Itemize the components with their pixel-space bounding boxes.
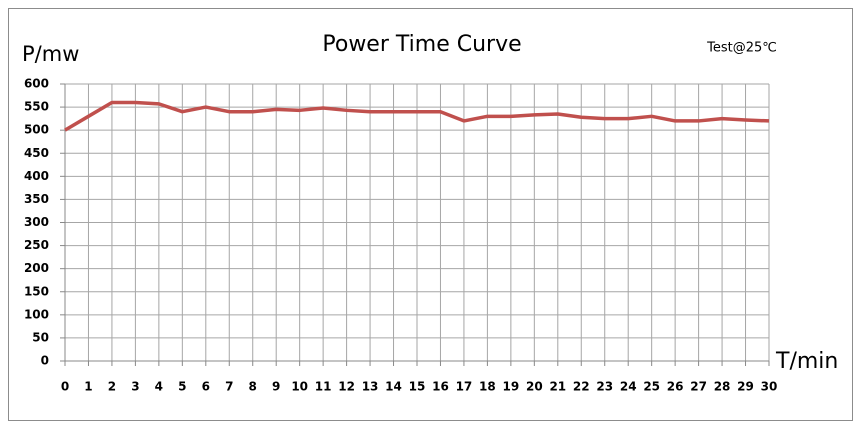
y-tick-label: 500 — [24, 123, 49, 137]
x-tick-label: 20 — [526, 380, 543, 394]
x-tick-label: 16 — [432, 380, 449, 394]
chart-border — [8, 8, 853, 421]
x-tick-label: 9 — [272, 380, 280, 394]
x-tick-label: 6 — [202, 380, 210, 394]
x-tick-label: 26 — [667, 380, 684, 394]
x-tick-label: 22 — [573, 380, 590, 394]
x-tick-label: 3 — [131, 380, 139, 394]
y-tick-label: 550 — [24, 100, 49, 114]
y-tick-label: 350 — [24, 192, 49, 206]
x-tick-label: 17 — [456, 380, 473, 394]
chart-title: Power Time Curve — [322, 32, 521, 57]
x-tick-label: 24 — [620, 380, 637, 394]
data-line — [64, 100, 770, 132]
x-tick-label: 8 — [249, 380, 257, 394]
x-tick-label: 11 — [315, 380, 332, 394]
x-tick-label: 13 — [362, 380, 379, 394]
y-tick-label: 250 — [24, 238, 49, 252]
y-tick-label: 200 — [24, 261, 49, 275]
y-tick-label: 50 — [32, 330, 49, 344]
annotation: Test@25℃ — [706, 41, 777, 56]
x-tick-label: 14 — [385, 380, 402, 394]
x-tick-label: 23 — [596, 380, 613, 394]
x-tick-label: 19 — [503, 380, 520, 394]
x-axis-label: T/min — [775, 349, 838, 374]
x-tick-label: 29 — [737, 380, 754, 394]
y-tick-label: 0 — [41, 354, 49, 368]
y-tick-label: 150 — [24, 284, 49, 298]
y-axis-label: P/mw — [22, 42, 79, 66]
x-tick-label: 2 — [108, 380, 116, 394]
x-tick-label: 10 — [291, 380, 308, 394]
x-tick-label: 5 — [178, 380, 186, 394]
y-tick-label: 100 — [24, 307, 49, 321]
x-tick-label: 25 — [643, 380, 660, 394]
x-tick-label: 15 — [409, 380, 426, 394]
x-tick-label: 18 — [479, 380, 496, 394]
x-tick-label: 0 — [61, 380, 69, 394]
y-tick-label: 600 — [24, 77, 49, 91]
x-tick-label: 30 — [761, 380, 778, 394]
x-tick-label: 1 — [84, 380, 92, 394]
y-tick-label: 400 — [24, 169, 49, 183]
x-tick-label: 12 — [338, 380, 355, 394]
x-tick-label: 27 — [690, 380, 707, 394]
x-tick-label: 7 — [225, 380, 233, 394]
x-tick-label: 21 — [549, 380, 566, 394]
y-tick-label: 300 — [24, 215, 49, 229]
x-tick-label: 28 — [714, 380, 731, 394]
y-tick-label: 450 — [24, 146, 49, 160]
x-tick-label: 4 — [155, 380, 163, 394]
